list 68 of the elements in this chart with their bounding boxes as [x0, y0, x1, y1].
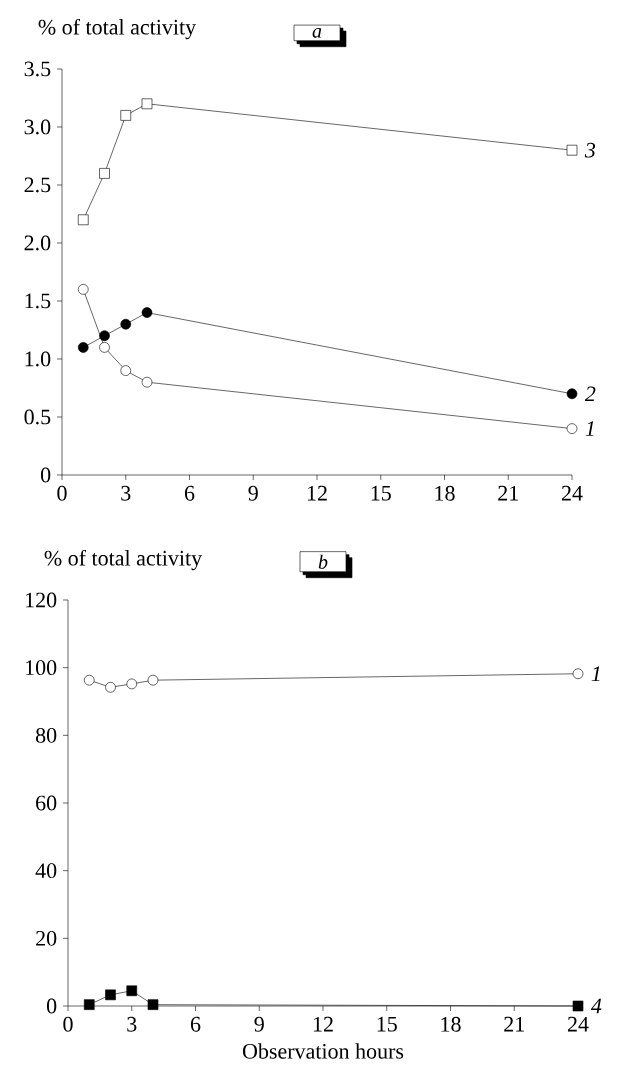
x-tick-label: 24	[561, 485, 583, 501]
point	[77, 214, 89, 226]
point	[120, 110, 132, 121]
y-tick-label: 2.5	[24, 177, 51, 193]
y-tick-label: 3.0	[24, 119, 51, 135]
point	[120, 318, 132, 330]
point	[566, 388, 578, 400]
series-label: 1	[591, 666, 600, 682]
point	[147, 999, 159, 1010]
point	[99, 168, 110, 179]
y-tick-label: 0	[46, 998, 57, 1014]
series-label: 1	[585, 421, 594, 436]
y-tick-label: 0.5	[24, 409, 51, 425]
x-tick-label: 0	[63, 1016, 73, 1032]
x-tick-label: 3	[121, 485, 131, 501]
y-tick-label: 100	[26, 660, 57, 676]
x-tick-label: 9	[248, 485, 258, 501]
point	[99, 342, 110, 353]
x-tick-label: 9	[254, 1016, 264, 1032]
point	[572, 668, 584, 680]
chart-title: b	[318, 554, 328, 569]
series-label: 3	[584, 142, 596, 158]
point	[566, 423, 578, 434]
y-tick-label: 1.5	[25, 293, 51, 309]
x-tick-label: 0	[57, 485, 67, 501]
y-tick-label: 40	[35, 863, 57, 879]
point	[77, 342, 89, 353]
x-tick-label: 6	[184, 485, 195, 501]
point	[105, 989, 116, 1001]
point	[141, 376, 153, 388]
y-tick-label: 80	[35, 727, 57, 743]
point	[126, 985, 138, 997]
series-label: 4	[590, 998, 602, 1014]
y-tick-label: 0	[40, 467, 51, 483]
point	[83, 999, 95, 1010]
x-tick-label: 24	[567, 1016, 589, 1032]
y-tick-label: 1.0	[25, 351, 51, 367]
y-tick-label: 3.5	[24, 61, 51, 77]
x-tick-label: 6	[190, 1016, 201, 1032]
y-axis-title: % of total activity	[38, 18, 197, 40]
point	[141, 98, 153, 110]
x-tick-label: 18	[435, 485, 455, 501]
point	[77, 284, 89, 295]
x-tick-label: 21	[504, 1016, 524, 1032]
y-tick-label: 2.0	[24, 235, 51, 251]
x-tick-label: 18	[441, 1016, 461, 1032]
series-label: 2	[584, 386, 596, 402]
point	[99, 330, 110, 342]
point	[105, 681, 116, 693]
x-tick-label: 21	[498, 485, 518, 501]
point	[126, 678, 138, 690]
point	[120, 365, 132, 376]
y-tick-label: 20	[36, 930, 57, 946]
x-tick-label: 15	[377, 1016, 397, 1032]
chart-title: a	[312, 28, 322, 38]
point	[83, 674, 95, 686]
x-axis-title: Observation hours	[242, 1043, 404, 1059]
point	[566, 144, 578, 156]
x-tick-label: 12	[313, 1016, 333, 1032]
point	[147, 674, 159, 686]
y-axis-title: % of total activity	[44, 549, 203, 571]
x-tick-label: 3	[127, 1016, 137, 1032]
y-tick-label: 60	[36, 795, 57, 811]
x-tick-label: 12	[307, 485, 327, 501]
x-tick-label: 15	[371, 485, 391, 501]
point	[572, 1000, 584, 1012]
point	[141, 307, 153, 318]
y-tick-label: 120	[26, 592, 57, 608]
